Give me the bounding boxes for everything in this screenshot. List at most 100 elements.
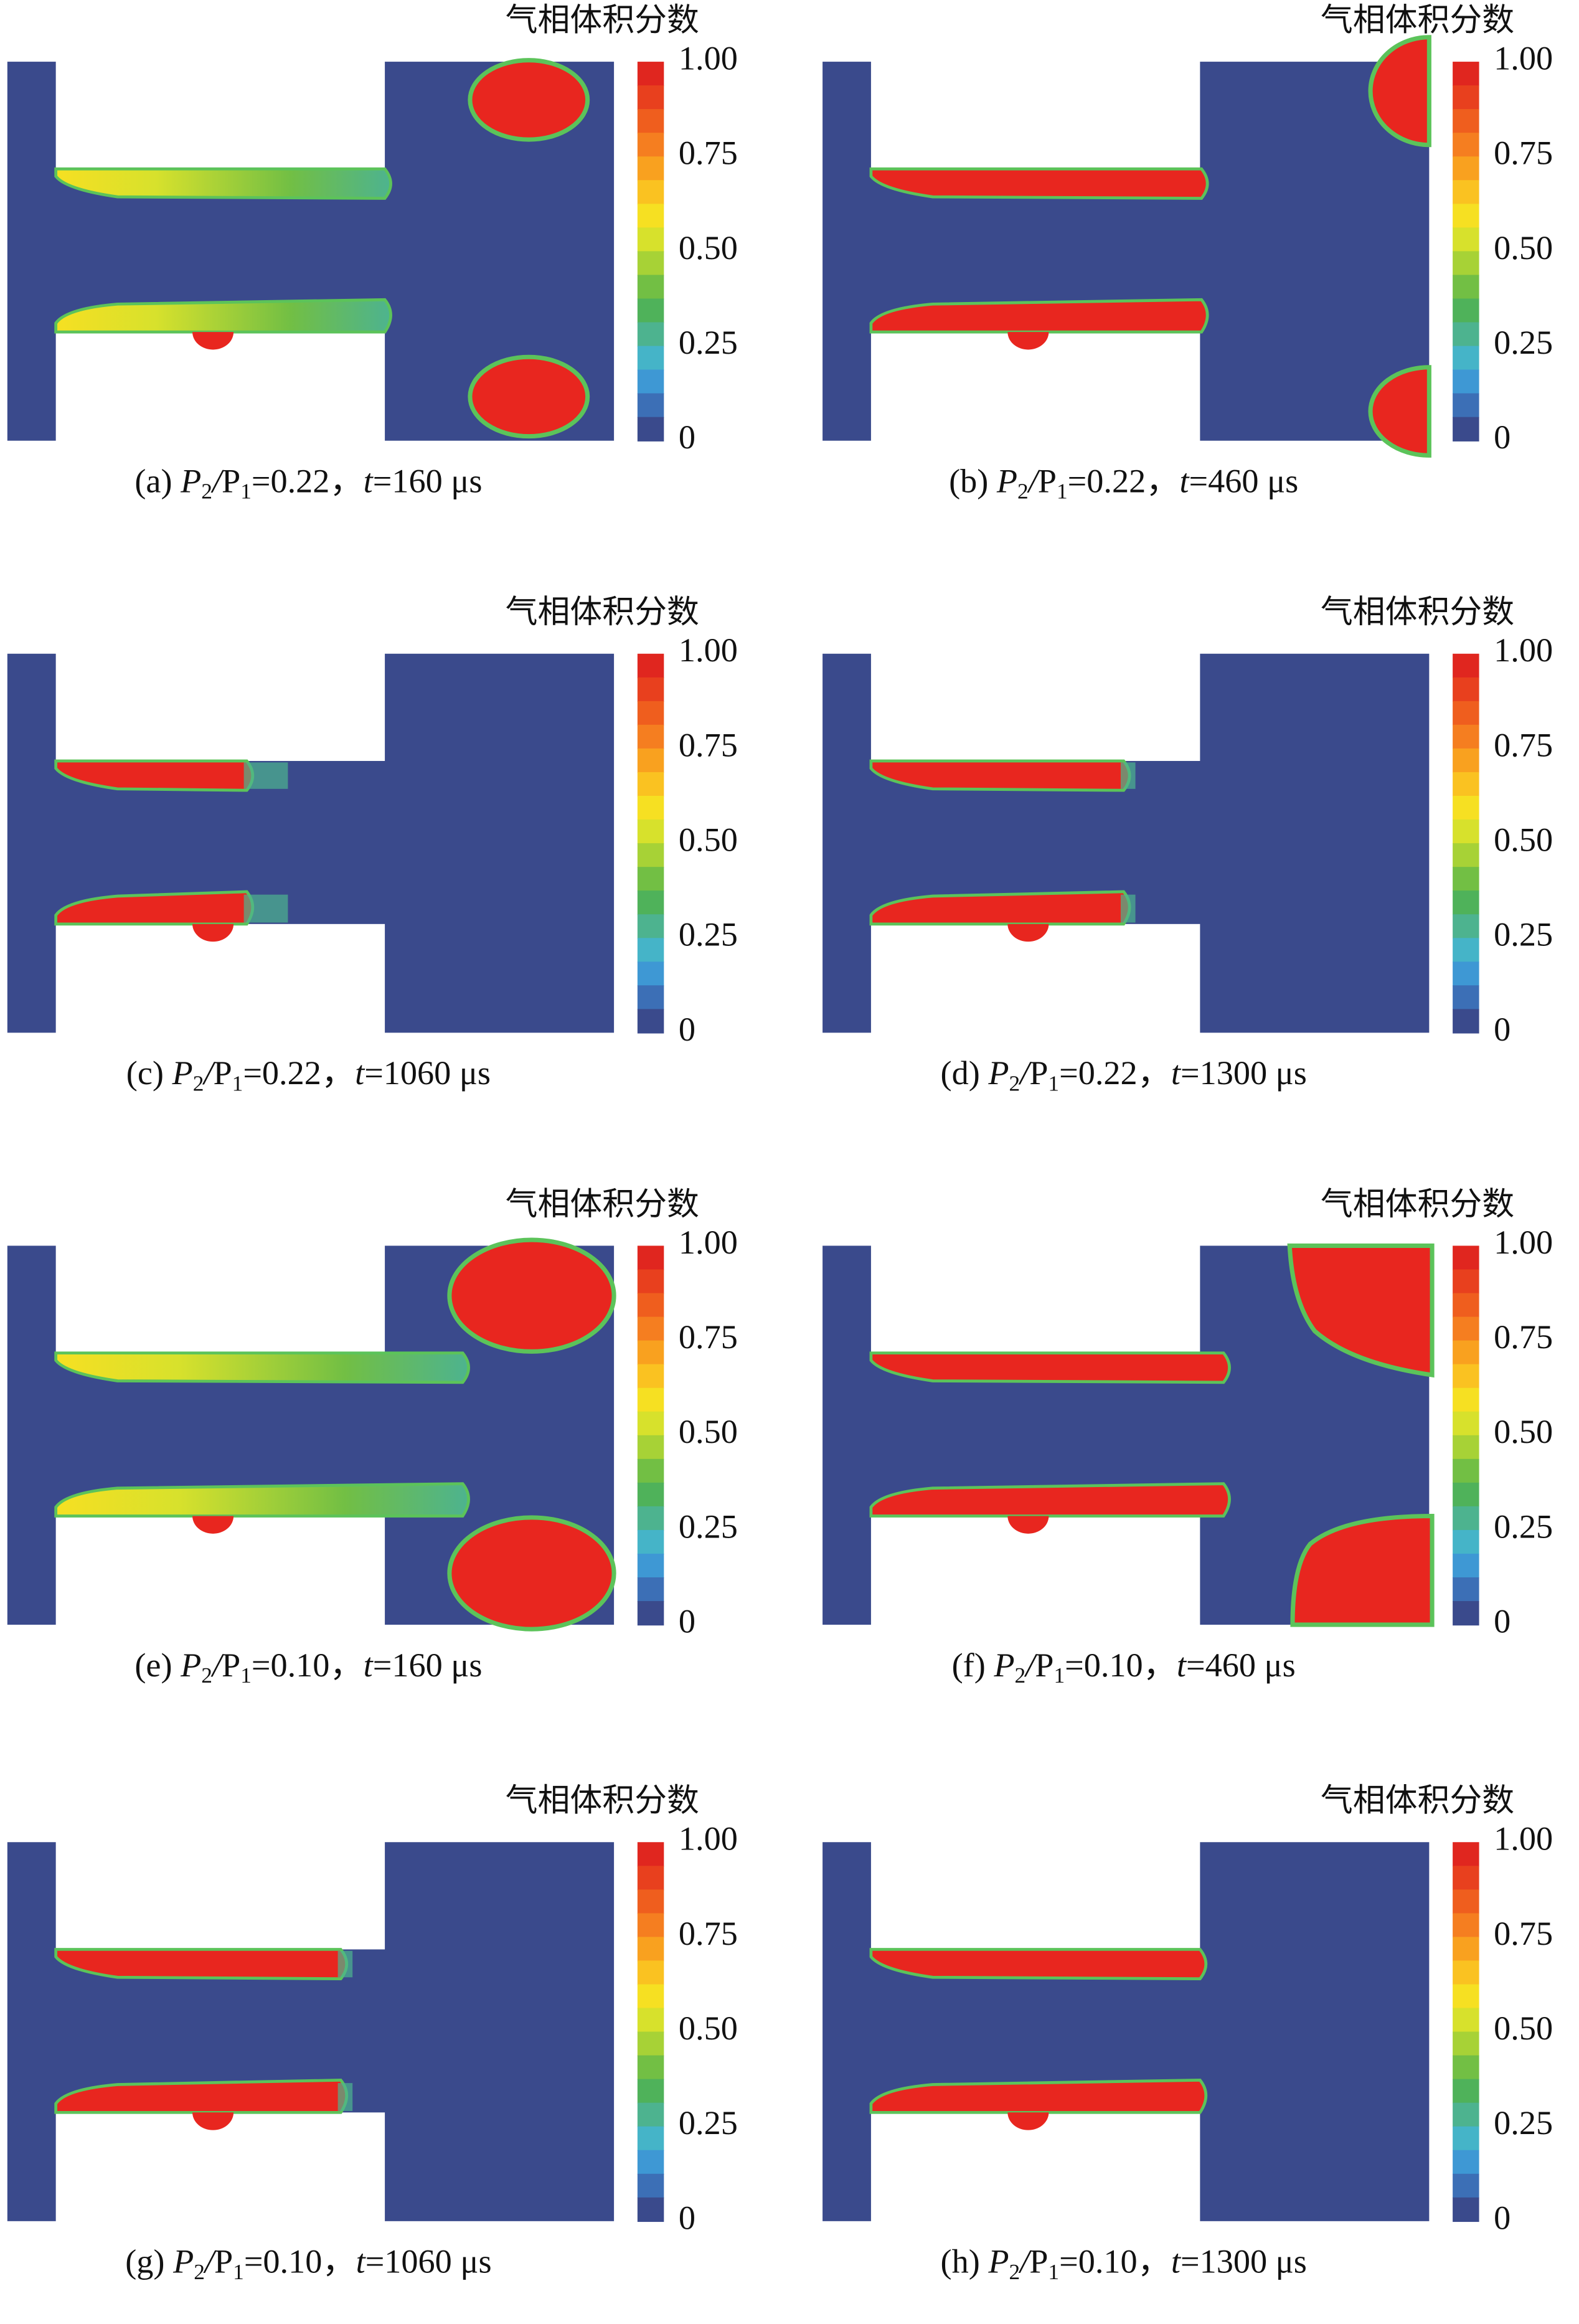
colorbar-tick-label: 0.50 (679, 1413, 738, 1450)
vapor-bump (192, 1516, 234, 1534)
caption-part: / (1018, 2243, 1032, 2280)
colorbar-title: 气相体积分数 (506, 593, 699, 631)
vapor-region (1290, 1513, 1435, 1627)
colorbar-band (637, 1387, 664, 1412)
caption-part: P (222, 1646, 240, 1684)
colorbar-band (1453, 1937, 1479, 1962)
caption-part: P (222, 463, 240, 500)
colorbar-band (637, 1577, 664, 1602)
colorbar-tick-label: 0 (1494, 2199, 1511, 2236)
colorbar-band (637, 1269, 664, 1294)
colorbar-band (1453, 772, 1479, 797)
caption: (b) P2/P1=0.22，t=460 μs (949, 463, 1298, 504)
colorbar-band (1453, 1245, 1479, 1270)
wall (870, 2112, 1200, 2224)
colorbar-band (1453, 275, 1479, 300)
wall (870, 651, 1200, 761)
colorbar-band (637, 109, 664, 134)
caption-part: 2 (194, 2259, 205, 2284)
vapor-bubble (468, 58, 590, 142)
colorbar-tick-label: 0.25 (1494, 1508, 1553, 1545)
colorbar-band (1453, 1269, 1479, 1294)
caption-part: t (1177, 1646, 1187, 1684)
caption-part: t (356, 2243, 367, 2280)
colorbar-tick-label: 0.75 (679, 135, 738, 172)
caption-part: 2 (201, 1663, 212, 1688)
colorbar-band (637, 653, 664, 678)
colorbar-band (637, 938, 664, 963)
vapor-bubble (447, 1237, 616, 1354)
vapor-front (243, 894, 288, 923)
colorbar-band (637, 701, 664, 726)
colorbar-band (637, 748, 664, 773)
vapor-bubble (1368, 365, 1431, 458)
wall (55, 332, 385, 444)
colorbar-tick-label: 1.00 (679, 40, 738, 77)
colorbar-band (1453, 1293, 1479, 1318)
caption-part: P (213, 1055, 232, 1092)
colorbar-tick-label: 1.00 (679, 1820, 738, 1858)
caption-part: 2 (1009, 2259, 1020, 2284)
colorbar-band (637, 724, 664, 750)
colorbar-band (637, 1009, 664, 1034)
colorbar-band (637, 1245, 664, 1270)
vapor-bump (192, 332, 234, 350)
caption-part: =460 μs (1189, 463, 1299, 500)
vapor-bump (1007, 332, 1049, 350)
colorbar-tick-label: 0 (1494, 418, 1511, 456)
colorbar-band (637, 1937, 664, 1962)
colorbar-band (637, 417, 664, 442)
caption-part: =1060 μs (365, 2243, 492, 2280)
caption-part: =160 μs (373, 1646, 483, 1684)
colorbar-band (1453, 1009, 1479, 1034)
caption: (d) P2/P1=0.22，t=1300 μs (941, 1055, 1307, 1096)
caption-part: =0.10， (244, 2243, 356, 2280)
caption-part: / (203, 2243, 217, 2280)
caption-part: 1 (240, 1663, 252, 1688)
colorbar-band (1453, 1458, 1479, 1484)
colorbar-band (637, 298, 664, 323)
caption: (g) P2/P1=0.10，t=1060 μs (125, 2243, 491, 2284)
vapor-strip (54, 167, 392, 200)
colorbar-band (1453, 204, 1479, 229)
colorbar-band (1453, 1364, 1479, 1389)
colorbar-tick-label: 0.25 (1494, 916, 1553, 953)
colorbar-tick-label: 1.00 (679, 631, 738, 669)
colorbar-band (637, 204, 664, 229)
caption-part: P (993, 1646, 1014, 1684)
wall (870, 332, 1200, 444)
colorbar-band (1453, 1866, 1479, 1891)
vapor-bump (1007, 1516, 1049, 1534)
colorbar-tick-label: 0.25 (679, 1508, 738, 1545)
colorbar-tick-label: 0.50 (1494, 229, 1553, 267)
vapor-strip (54, 1482, 470, 1518)
vapor-bump (1007, 2112, 1049, 2130)
wall (55, 59, 385, 169)
colorbar-tick-label: 0.50 (1494, 2010, 1553, 2047)
caption-part: =0.10， (252, 1646, 364, 1684)
colorbar-band (1453, 322, 1479, 347)
colorbar-band (1453, 701, 1479, 726)
colorbar-band (637, 2126, 664, 2151)
caption-part: 2 (1009, 1070, 1020, 1095)
colorbar-band (637, 772, 664, 797)
caption-part: =0.22， (1059, 1055, 1171, 1092)
colorbar-band (1453, 109, 1479, 134)
caption-part: =1300 μs (1181, 1055, 1307, 1092)
colorbar-band (637, 1889, 664, 1914)
colorbar-tick-label: 0 (679, 2199, 695, 2236)
colorbar-band (1453, 2197, 1479, 2222)
caption-part: t (1179, 463, 1190, 500)
vapor-front (337, 1950, 353, 1978)
colorbar-band (1453, 1913, 1479, 1938)
colorbar-band (637, 1913, 664, 1938)
colorbar-tick-label: 0.75 (1494, 1915, 1553, 1952)
colorbar-title: 气相体积分数 (1321, 1782, 1514, 1820)
